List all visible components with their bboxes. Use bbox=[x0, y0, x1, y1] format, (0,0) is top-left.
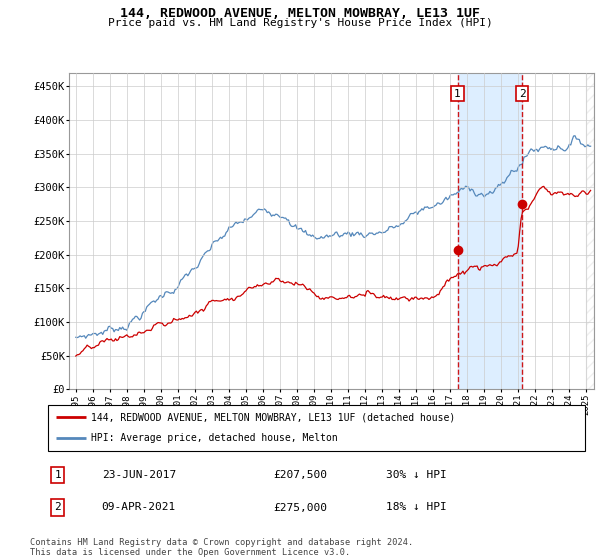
Text: 144, REDWOOD AVENUE, MELTON MOWBRAY, LE13 1UF (detached house): 144, REDWOOD AVENUE, MELTON MOWBRAY, LE1… bbox=[91, 412, 455, 422]
Text: 1: 1 bbox=[54, 470, 61, 480]
Bar bbox=[586, 73, 594, 389]
Text: 23-JUN-2017: 23-JUN-2017 bbox=[102, 470, 176, 480]
Text: Contains HM Land Registry data © Crown copyright and database right 2024.
This d: Contains HM Land Registry data © Crown c… bbox=[30, 538, 413, 557]
Text: 18% ↓ HPI: 18% ↓ HPI bbox=[386, 502, 447, 512]
Text: Price paid vs. HM Land Registry's House Price Index (HPI): Price paid vs. HM Land Registry's House … bbox=[107, 18, 493, 28]
Text: 2: 2 bbox=[519, 88, 526, 99]
Text: 30% ↓ HPI: 30% ↓ HPI bbox=[386, 470, 447, 480]
Text: £207,500: £207,500 bbox=[274, 470, 328, 480]
Text: 09-APR-2021: 09-APR-2021 bbox=[102, 502, 176, 512]
Text: 2: 2 bbox=[54, 502, 61, 512]
Bar bbox=[458, 73, 522, 389]
Text: 1: 1 bbox=[454, 88, 461, 99]
Text: HPI: Average price, detached house, Melton: HPI: Average price, detached house, Melt… bbox=[91, 433, 338, 444]
Text: 144, REDWOOD AVENUE, MELTON MOWBRAY, LE13 1UF: 144, REDWOOD AVENUE, MELTON MOWBRAY, LE1… bbox=[120, 7, 480, 20]
Text: £275,000: £275,000 bbox=[274, 502, 328, 512]
Bar bbox=[586, 73, 594, 389]
